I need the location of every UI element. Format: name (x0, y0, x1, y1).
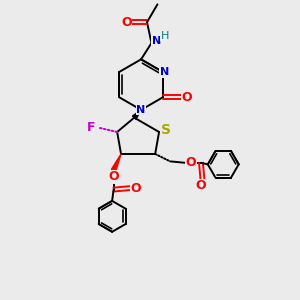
Text: O: O (121, 16, 131, 29)
Text: O: O (108, 170, 119, 183)
Text: O: O (130, 182, 141, 195)
Text: N: N (152, 36, 161, 46)
Text: O: O (196, 179, 206, 192)
Polygon shape (133, 110, 141, 119)
Text: S: S (160, 124, 171, 137)
Text: O: O (182, 91, 192, 104)
Text: H: H (161, 31, 169, 40)
Polygon shape (111, 154, 121, 171)
Text: N: N (160, 67, 169, 77)
Text: F: F (87, 121, 96, 134)
Text: N: N (136, 105, 146, 115)
Text: O: O (185, 156, 196, 169)
